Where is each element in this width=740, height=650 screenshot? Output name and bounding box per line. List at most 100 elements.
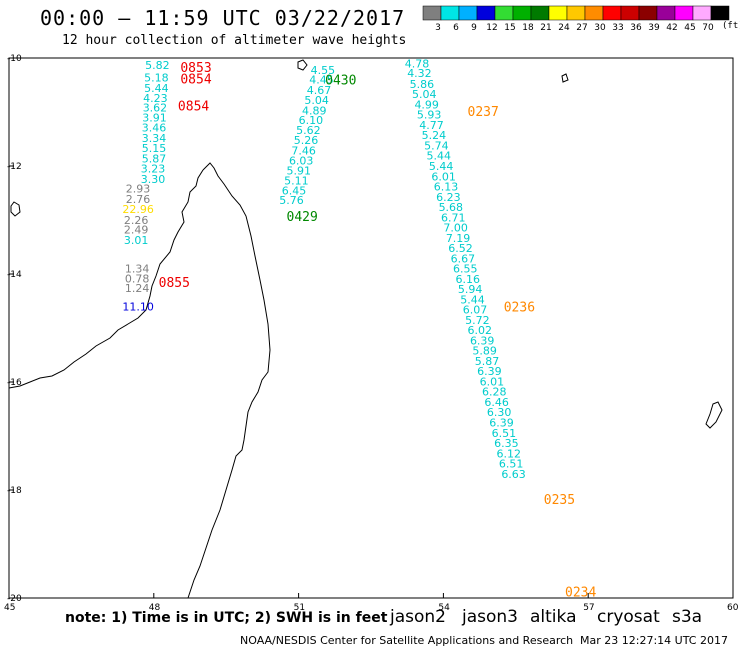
lat-tick-label: -10 <box>7 54 22 64</box>
lat-tick-label: -12 <box>7 162 22 172</box>
wave-height-value: 6.71 <box>441 211 466 224</box>
scale-swatch <box>458 5 478 21</box>
wave-height-value: 6.10 <box>299 114 324 127</box>
wave-height-value: 4.77 <box>419 119 444 132</box>
wave-height-value: 5.62 <box>296 124 321 137</box>
wave-height-value: 1.34 <box>125 263 150 276</box>
wave-height-value: 5.44 <box>427 150 452 163</box>
scale-swatch <box>710 5 730 21</box>
scale-swatch <box>584 5 604 21</box>
wave-height-value: 6.45 <box>282 184 307 197</box>
coastline <box>8 59 723 599</box>
island-outline <box>705 401 723 429</box>
scale-label: 33 <box>612 23 623 33</box>
wave-height-value: 6.01 <box>480 375 505 388</box>
track-time-label: 0430 <box>325 74 356 89</box>
wave-height-value: 6.39 <box>477 365 502 378</box>
wave-height-value: 6.23 <box>436 191 461 204</box>
island-outline <box>297 59 308 71</box>
wave-height-value: 6.39 <box>489 417 513 430</box>
scale-swatch <box>638 5 658 21</box>
lat-tick-label: -14 <box>7 270 22 280</box>
wave-height-value: 6.13 <box>434 181 459 194</box>
wave-height-value: 7.46 <box>291 144 316 157</box>
wave-height-value: 5.44 <box>144 82 169 95</box>
scale-swatch <box>602 5 622 21</box>
wave-height-value: 3.91 <box>142 111 167 124</box>
wave-height-value: 2.49 <box>124 224 149 237</box>
track-time-label: 0429 <box>287 210 318 225</box>
wave-height-value: 6.07 <box>463 304 488 317</box>
wave-height-value: 2.93 <box>126 183 150 196</box>
wave-height-value: 3.01 <box>124 234 149 247</box>
wave-height-value: 5.82 <box>145 59 170 72</box>
wave-height-value: 5.44 <box>460 293 485 306</box>
wave-height-value: 7.19 <box>446 232 471 245</box>
scale-swatch <box>530 5 550 21</box>
lon-tick-label: 54 <box>438 603 450 613</box>
satellite-s3a: s3a <box>672 607 703 627</box>
wave-height-value: 4.45 <box>309 74 334 87</box>
scale-label: 45 <box>684 23 695 33</box>
scale-swatch <box>548 5 568 21</box>
wave-height-value: 2.76 <box>126 193 150 206</box>
wave-height-value: 5.26 <box>294 134 319 147</box>
footer-note: note: 1) Time is in UTC; 2) SWH is in fe… <box>65 610 388 626</box>
wave-height-value: 5.94 <box>458 283 483 296</box>
wave-height-value: 5.87 <box>475 355 500 368</box>
wave-height-value: 0.78 <box>125 272 150 285</box>
wave-height-value: 6.39 <box>470 334 495 347</box>
wave-height-value: 6.51 <box>499 458 524 471</box>
wave-height-value: 5.91 <box>287 164 312 177</box>
track-time-label: 0237 <box>468 105 499 120</box>
page-title: 00:00 – 11:59 UTC 03/22/2017 <box>40 6 406 30</box>
wave-height-value: 4.23 <box>143 92 168 105</box>
track-time-label: 0855 <box>159 276 190 291</box>
scale-label: 24 <box>558 23 570 33</box>
scale-label: 70 <box>702 23 714 33</box>
scale-swatch <box>440 5 460 21</box>
wave-height-value: 6.01 <box>431 170 456 183</box>
wave-height-value: 5.04 <box>412 88 437 101</box>
wave-height-value: 11.10 <box>122 300 154 313</box>
wave-height-value: 5.44 <box>429 160 454 173</box>
scale-label: 6 <box>453 23 459 33</box>
credit-timestamp: Mar 23 12:27:14 UTC 2017 <box>580 634 728 647</box>
wave-height-value: 4.78 <box>405 57 430 70</box>
track-time-label: 0234 <box>565 586 596 601</box>
wave-height-value: 3.23 <box>141 163 166 176</box>
wave-height-value: 4.67 <box>307 84 332 97</box>
wave-height-value: 5.74 <box>424 139 449 152</box>
wave-height-value: 5.11 <box>284 175 309 188</box>
wave-height-value: 3.30 <box>141 173 166 186</box>
wave-height-value: 5.93 <box>417 109 442 122</box>
lat-tick-label: -20 <box>7 594 22 604</box>
scale-swatch <box>620 5 640 21</box>
wave-height-value: 3.34 <box>142 132 167 145</box>
map-frame <box>8 57 734 599</box>
wave-height-value: 5.72 <box>465 314 490 327</box>
lon-tick-label: 57 <box>583 603 594 613</box>
scale-label: 18 <box>522 23 534 33</box>
satellite-cryosat: cryosat <box>597 607 660 627</box>
scale-label: 36 <box>630 23 642 33</box>
wave-height-value: 4.99 <box>414 98 439 111</box>
scale-label: 27 <box>576 23 587 33</box>
scale-swatch <box>494 5 514 21</box>
track-time-label: 0854 <box>180 73 211 88</box>
wave-height-value: 4.32 <box>407 67 432 80</box>
satellite-jason2: jason2 <box>390 607 446 627</box>
scale-label: 15 <box>504 23 515 33</box>
wave-height-value: 5.18 <box>144 71 169 84</box>
scale-swatch <box>674 5 694 21</box>
wave-height-value: 5.76 <box>279 194 304 207</box>
wave-height-value: 5.87 <box>142 152 167 165</box>
satellite-jason3: jason3 <box>462 607 518 627</box>
lat-tick-label: -18 <box>7 486 22 496</box>
scale-swatch <box>476 5 496 21</box>
madagascar-coastline <box>8 162 271 599</box>
wave-height-value: 6.63 <box>501 468 526 481</box>
